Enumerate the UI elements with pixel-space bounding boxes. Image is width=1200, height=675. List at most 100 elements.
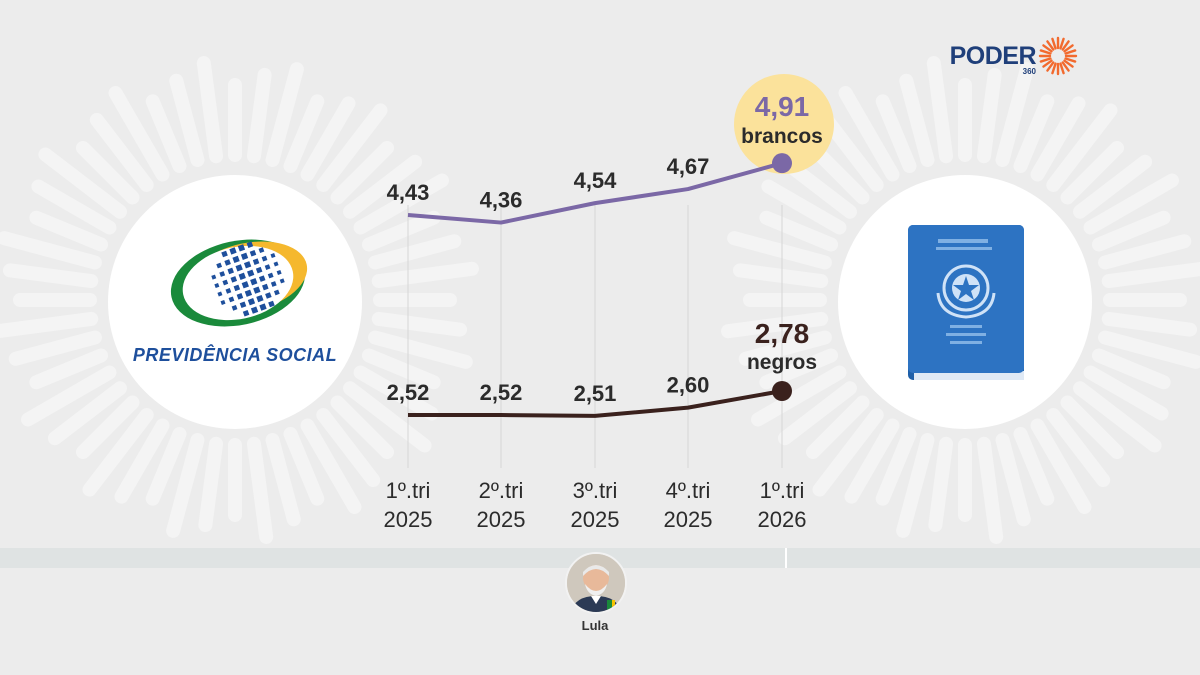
x-tick-label: 4º.tri	[666, 478, 711, 503]
background-ray	[896, 433, 935, 538]
logo-square	[262, 283, 269, 291]
background-ray	[761, 179, 847, 235]
background-ray	[812, 408, 884, 497]
background-ray	[265, 433, 301, 527]
background-ray	[330, 395, 395, 460]
x-tick-label: 2025	[571, 507, 620, 532]
logo-square	[265, 292, 272, 299]
sun-ray	[1051, 62, 1057, 75]
previdencia-logo-text: PREVIDÊNCIA SOCIAL	[132, 345, 338, 365]
sun-ray	[1059, 62, 1065, 75]
background-ray	[246, 67, 272, 164]
background-ray	[265, 62, 304, 167]
background-ray	[361, 348, 441, 390]
background-ray	[1030, 418, 1092, 514]
logo-square	[273, 261, 279, 267]
logo-square	[217, 291, 223, 297]
logo-square	[235, 264, 243, 272]
background-ray	[283, 426, 325, 506]
logo-square	[267, 272, 274, 279]
brand-name: PODER	[949, 41, 1037, 70]
logo-square	[255, 266, 263, 274]
background-ray	[1101, 262, 1200, 289]
background-ray	[114, 418, 170, 504]
sun-ray	[1046, 61, 1055, 72]
background-ray	[1060, 395, 1125, 460]
series-endpoint-brancos	[772, 153, 792, 174]
background-ray	[38, 147, 127, 219]
sun-ray	[1042, 44, 1053, 53]
background-ray	[75, 140, 140, 205]
sun-ray	[1046, 40, 1055, 51]
logo-square	[221, 250, 228, 258]
sun-ray	[1064, 49, 1077, 55]
sun-ray	[1061, 40, 1070, 51]
background-ray	[1083, 365, 1169, 421]
background-ray	[1073, 381, 1162, 453]
background-ray	[976, 67, 1002, 164]
series-endpoint-negros	[772, 381, 792, 402]
logo-square	[220, 299, 226, 305]
person-name: Lula	[581, 618, 609, 633]
background-ray	[926, 56, 954, 164]
background-ray	[1046, 408, 1111, 488]
background-ray	[82, 408, 154, 497]
background-ray	[738, 330, 832, 366]
background-ray	[759, 348, 839, 390]
background-ray	[145, 94, 187, 174]
sun-ray	[1039, 49, 1052, 55]
logo-square	[270, 281, 277, 287]
logo-square	[244, 289, 253, 297]
sun-ray	[1039, 57, 1052, 63]
background-ray	[47, 381, 127, 446]
background-ray	[976, 436, 1004, 544]
logo-square	[259, 303, 267, 311]
background-ray	[0, 231, 102, 270]
background-ray	[196, 56, 224, 164]
background-ray	[732, 263, 829, 289]
logo-square	[224, 259, 231, 266]
series-line-brancos	[407, 161, 783, 225]
previdencia-logo-circle: PREVIDÊNCIA SOCIAL	[108, 175, 362, 429]
background-ray	[899, 73, 935, 167]
sun-ray	[1063, 59, 1074, 68]
background-ray	[343, 381, 432, 453]
logo-square	[250, 278, 258, 286]
x-tick-label: 2025	[384, 507, 433, 532]
background-ray	[330, 140, 395, 205]
x-tick-label: 1º.tri	[386, 478, 431, 503]
background-ray	[1046, 103, 1118, 192]
background-ray	[819, 112, 884, 192]
x-tick-label: 1º.tri	[760, 478, 805, 503]
sun-icon	[1038, 36, 1078, 76]
background-ray	[8, 330, 102, 366]
background-ray	[1091, 348, 1171, 390]
logo-square	[219, 271, 226, 277]
data-label: 2,52	[387, 380, 430, 405]
data-label: 4,54	[574, 168, 618, 193]
background-ray	[108, 86, 170, 182]
logo-square	[216, 262, 223, 269]
logo-square	[211, 274, 217, 280]
x-tick-label: 2º.tri	[479, 478, 524, 503]
logo-square	[247, 269, 255, 277]
logo-square	[249, 249, 257, 257]
background-ray	[875, 94, 917, 174]
background-ray	[246, 436, 274, 544]
logo-square	[256, 294, 264, 303]
background-ray	[928, 436, 954, 533]
logo-square	[237, 244, 246, 252]
background-ray	[300, 96, 356, 182]
background-ray	[368, 234, 462, 270]
logo-square	[258, 275, 266, 282]
logo-square	[236, 293, 244, 300]
background-ray	[1013, 94, 1055, 174]
logo-square	[258, 247, 265, 254]
background-ray	[75, 395, 140, 460]
logo-checker-grid	[211, 241, 285, 317]
logo-square	[250, 306, 259, 314]
person-avatar	[565, 552, 627, 614]
logo-square	[270, 253, 276, 259]
logo-square	[225, 288, 232, 294]
